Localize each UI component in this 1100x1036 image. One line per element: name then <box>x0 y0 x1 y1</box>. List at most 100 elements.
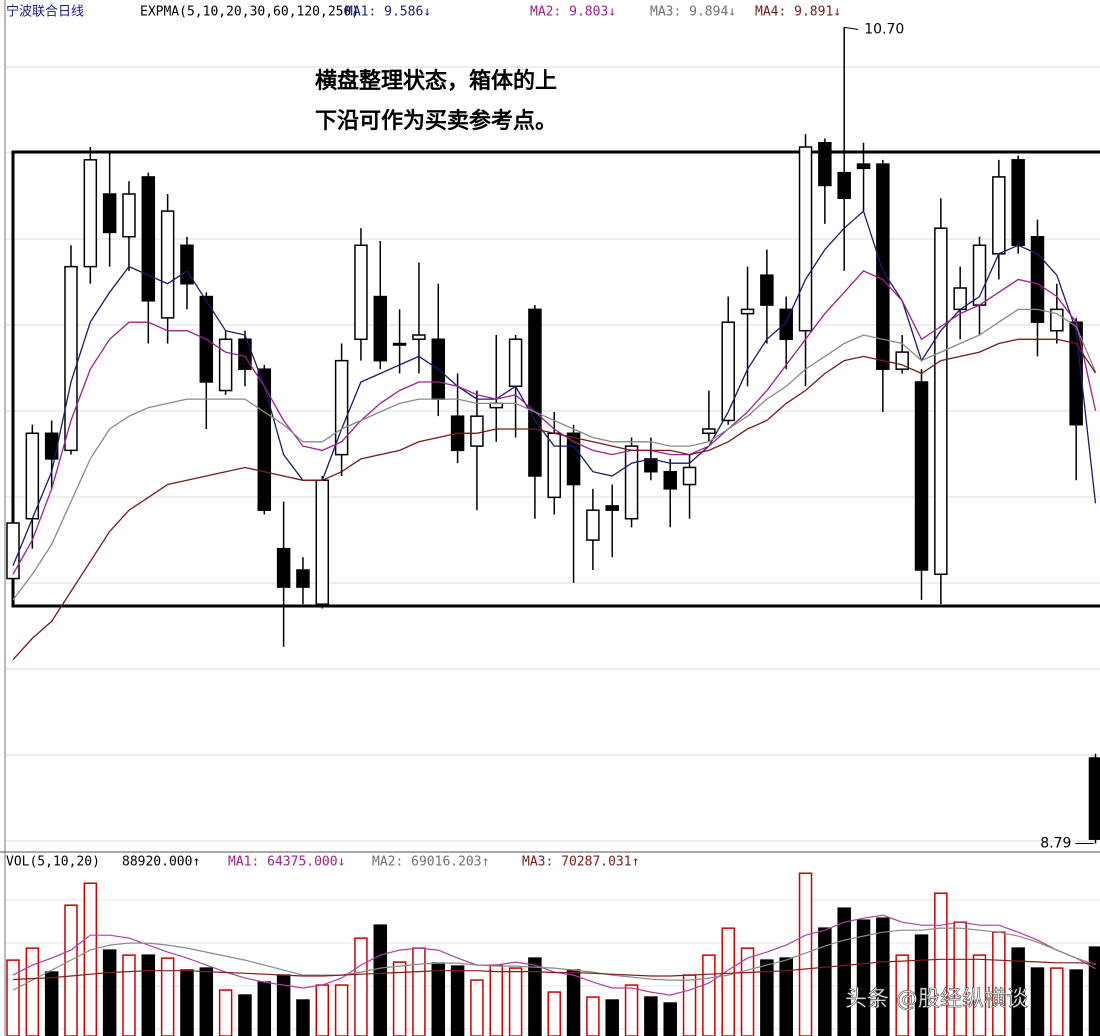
volume-bar <box>1030 967 1045 1036</box>
volume-bar <box>760 959 774 1036</box>
volume-bar <box>914 934 929 1036</box>
volume-bar <box>334 984 349 1036</box>
volume-bar <box>44 971 59 1036</box>
volume-bar <box>257 981 272 1036</box>
candle-body <box>1088 757 1100 840</box>
candle-body <box>605 505 619 511</box>
volume-bar <box>644 996 658 1036</box>
volume-bar <box>199 967 214 1036</box>
volume-bar <box>450 965 465 1036</box>
candle-body <box>218 338 233 392</box>
volume-bar <box>992 931 1006 1036</box>
volume-bar <box>682 974 697 1036</box>
volume-bar <box>663 1002 677 1036</box>
volume-bar <box>470 979 484 1036</box>
candle-body <box>470 415 484 447</box>
volume-bar <box>141 954 156 1036</box>
indicator-label: MA3: 9.894↓ <box>650 5 736 20</box>
ma-line <box>12 308 1097 601</box>
volume-bar <box>296 999 310 1036</box>
volume-bar <box>895 954 909 1036</box>
indicator-label: MA1: 9.586↓ <box>345 5 431 20</box>
candle-body <box>895 351 909 370</box>
candle-body <box>83 159 98 268</box>
volume-bar <box>528 957 542 1036</box>
candle-body <box>760 274 774 306</box>
volume-bar <box>779 957 793 1036</box>
volume-bar <box>431 962 446 1036</box>
candle-body <box>547 432 561 499</box>
candle-body <box>1011 159 1025 247</box>
volume-bar <box>547 991 561 1036</box>
candle-body <box>740 308 755 315</box>
candle-body <box>702 428 716 435</box>
volume-bar <box>605 999 619 1036</box>
candle-body <box>1050 308 1064 332</box>
candle-body <box>276 547 291 588</box>
candle-body <box>180 244 194 285</box>
volume-bar <box>238 994 252 1036</box>
volume-bar <box>83 882 98 1036</box>
candle-body <box>257 368 272 511</box>
volume-bar <box>1050 967 1064 1036</box>
volume-bar <box>315 984 330 1036</box>
volume-bar <box>818 927 832 1036</box>
volume-bar <box>489 964 503 1036</box>
volume-bar <box>508 967 523 1036</box>
candle-body <box>296 569 310 588</box>
volume-ma-line <box>12 958 1096 981</box>
volume-bar <box>64 904 78 1036</box>
volume-bar <box>856 919 871 1036</box>
volume-bar <box>122 954 136 1036</box>
volume-bar <box>624 984 639 1036</box>
volume-bar <box>354 937 368 1036</box>
candle-body <box>586 509 600 541</box>
candle-body <box>122 193 136 238</box>
volume-bar <box>566 969 581 1036</box>
candle-body <box>6 522 20 580</box>
indicator-label: VOL(5,10,20) <box>6 855 100 870</box>
ma-line <box>12 270 1097 575</box>
candle-body <box>624 445 639 520</box>
volume-bar <box>102 949 117 1036</box>
indicator-label: 88920.000↑ <box>122 855 200 870</box>
candle-body <box>914 381 929 571</box>
ma-line <box>12 338 1097 661</box>
candle-body <box>64 265 78 452</box>
chart-title: 宁波联合日线 <box>6 4 84 20</box>
candle-body <box>354 244 368 341</box>
candle-body <box>818 141 832 187</box>
range-box <box>11 150 1100 608</box>
volume-bar <box>373 924 388 1036</box>
candle-body <box>392 342 407 346</box>
candle-body <box>566 432 581 486</box>
candle-body <box>992 176 1006 255</box>
indicator-label: MA2: 9.803↓ <box>530 5 616 20</box>
indicator-label: MA3: 70287.031↑ <box>522 855 639 870</box>
candle-body <box>663 470 677 490</box>
volume-bar <box>876 917 890 1036</box>
candle-body <box>644 458 658 473</box>
candle-body <box>25 432 40 520</box>
candle-body <box>721 321 735 422</box>
marker-line <box>844 26 859 30</box>
volume-bar <box>218 989 233 1036</box>
indicator-label: EXPMA(5,10,20,30,60,120,250) <box>140 5 359 20</box>
volume-bar <box>412 947 426 1036</box>
volume-bar <box>972 954 987 1036</box>
indicator-label: MA1: 64375.000↓ <box>228 855 345 870</box>
volume-bar <box>1069 969 1083 1036</box>
volume-bar <box>721 927 735 1036</box>
candle-body <box>412 334 426 341</box>
indicator-label: MA2: 69016.203↑ <box>372 855 489 870</box>
candle-body <box>528 308 542 477</box>
candle-body <box>856 163 871 170</box>
candle-body <box>160 210 175 319</box>
plot: EXPMA(5,10,20,30,60,120,250)MA1: 9.586↓ M… <box>6 5 1100 1036</box>
annotation-text: 下沿可作为买卖参考点。 <box>315 108 557 134</box>
candle-body <box>315 479 330 605</box>
candle-body <box>837 171 851 200</box>
annotation-text: 横盘整理状态，箱体的上 <box>315 68 557 94</box>
ma-line <box>12 209 1097 566</box>
